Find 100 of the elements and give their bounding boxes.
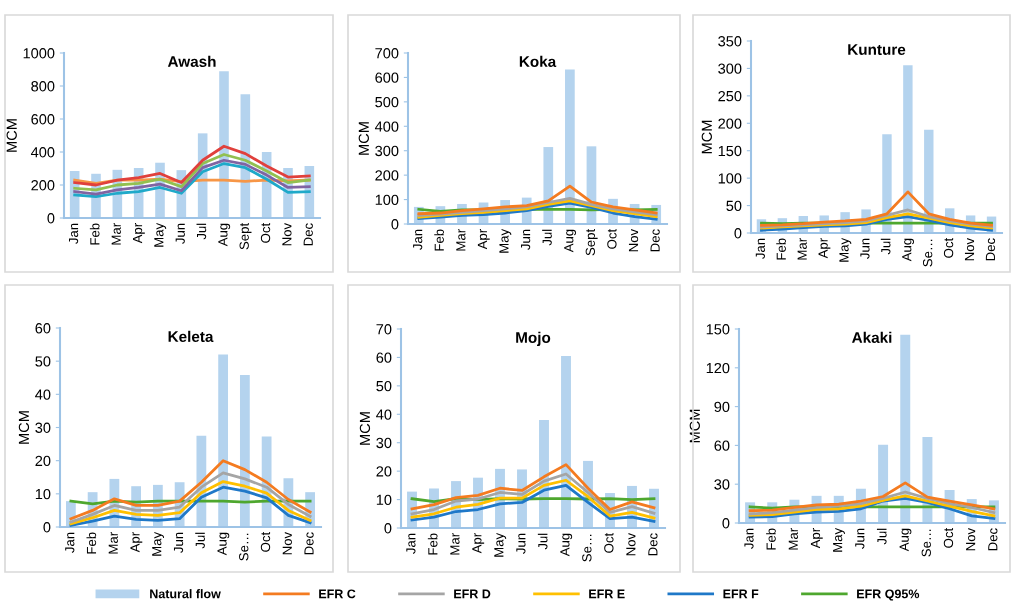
x-tick-label: Jun bbox=[521, 229, 531, 250]
x-tick-label: Aug bbox=[902, 238, 915, 262]
y-tick-label: 120 bbox=[706, 362, 730, 374]
x-tick-label: Aug bbox=[218, 223, 231, 247]
x-tick-label: Nov bbox=[966, 527, 976, 551]
x-tick-label: May bbox=[494, 532, 507, 557]
x-tick-label: Feb bbox=[776, 238, 786, 260]
y-tick-label: 250 bbox=[718, 90, 742, 102]
y-tick-label: 40 bbox=[376, 409, 392, 420]
x-tick-label: Jan bbox=[755, 238, 765, 259]
y-tick-label: 0 bbox=[734, 228, 742, 239]
x-tick-label: Oct bbox=[943, 237, 954, 258]
x-tick-label: Mar bbox=[788, 528, 798, 550]
x-tick-label: May bbox=[833, 527, 845, 552]
legend-label: EFR D bbox=[454, 589, 491, 599]
x-tick-label: Jul bbox=[542, 229, 552, 246]
y-tick-label: 60 bbox=[714, 440, 730, 451]
legend-label: EFR C bbox=[319, 589, 356, 599]
x-tick-label: Dec bbox=[988, 528, 998, 551]
y-tick-label: 600 bbox=[31, 114, 55, 125]
y-tick-label: 700 bbox=[375, 48, 399, 59]
y-tick-label: 0 bbox=[722, 518, 730, 529]
y-tick-label: 20 bbox=[35, 455, 51, 467]
y-tick-label: 20 bbox=[376, 466, 392, 477]
y-tick-label: 50 bbox=[726, 200, 742, 211]
x-tick-label: Feb bbox=[86, 532, 97, 554]
y-tick-label: 0 bbox=[391, 219, 399, 230]
x-tick-label: Dec bbox=[304, 532, 314, 555]
y-tick-label: 600 bbox=[375, 72, 399, 83]
x-tick-label: Jan bbox=[69, 223, 79, 244]
y-axis-title: MCM bbox=[689, 409, 700, 443]
x-tick-label: Se… bbox=[239, 533, 249, 561]
legend-label: EFR E bbox=[589, 589, 625, 599]
y-tick-label: 300 bbox=[718, 63, 742, 74]
x-tick-label: Dec bbox=[985, 238, 996, 261]
chart-title: Mojo bbox=[516, 331, 551, 347]
y-tick-label: 50 bbox=[35, 356, 51, 367]
y-axis-title: MCM bbox=[701, 120, 712, 154]
x-tick-label: Feb bbox=[766, 528, 776, 550]
x-tick-label: Jun bbox=[175, 223, 185, 244]
y-tick-label: 0 bbox=[384, 523, 392, 534]
x-tick-label: Jul bbox=[537, 533, 548, 550]
x-tick-label: Apr bbox=[133, 223, 145, 244]
y-tick-label: 200 bbox=[31, 180, 55, 191]
x-tick-label: Oct bbox=[260, 531, 271, 552]
x-tick-label: Se… bbox=[582, 534, 592, 562]
chart-title: Keleta bbox=[168, 330, 214, 342]
y-tick-label: 0 bbox=[43, 522, 51, 533]
x-tick-label: Jul bbox=[195, 532, 205, 549]
x-tick-label: Jun bbox=[855, 528, 865, 549]
x-tick-label: Oct bbox=[943, 527, 954, 548]
x-tick-label: Jul bbox=[876, 528, 887, 545]
x-tick-label: Nov bbox=[628, 228, 639, 252]
x-tick-label: Apr bbox=[477, 229, 490, 250]
x-tick-label: Nov bbox=[626, 532, 636, 556]
y-tick-label: 300 bbox=[375, 145, 399, 157]
x-tick-label: Aug bbox=[217, 532, 230, 556]
x-tick-label: Mar bbox=[111, 223, 121, 245]
x-tick-label: Jun bbox=[173, 532, 184, 553]
x-tick-label: May bbox=[154, 222, 167, 247]
y-tick-label: 400 bbox=[374, 121, 399, 132]
x-tick-label: Feb bbox=[434, 229, 444, 251]
x-tick-label: Jul bbox=[196, 223, 207, 240]
y-tick-label: 10 bbox=[35, 488, 51, 500]
x-tick-label: Dec bbox=[650, 229, 660, 252]
x-tick-label: Feb bbox=[427, 533, 438, 555]
y-axis-title: MCM bbox=[358, 122, 369, 155]
chart-title: Awash bbox=[167, 55, 216, 67]
y-tick-label: 150 bbox=[718, 145, 742, 157]
y-tick-label: 40 bbox=[35, 389, 51, 400]
x-tick-label: Dec bbox=[648, 533, 658, 556]
y-tick-label: 500 bbox=[375, 96, 399, 108]
y-tick-label: 400 bbox=[30, 147, 55, 158]
y-tick-label: 90 bbox=[714, 401, 730, 413]
chart-title: Koka bbox=[519, 55, 557, 67]
y-tick-label: 0 bbox=[47, 213, 55, 224]
x-tick-label: Apr bbox=[130, 532, 143, 553]
x-tick-label: Sept bbox=[585, 228, 598, 256]
x-tick-label: Mar bbox=[108, 532, 118, 554]
y-tick-label: 70 bbox=[376, 324, 392, 335]
y-tick-label: 10 bbox=[376, 494, 392, 505]
y-tick-label: 30 bbox=[35, 422, 51, 433]
x-tick-label: Oct bbox=[604, 532, 614, 553]
y-axis-title: MCM bbox=[6, 119, 17, 152]
x-tick-label: May bbox=[839, 237, 852, 262]
x-tick-label: Mar bbox=[797, 238, 807, 260]
x-tick-label: Mar bbox=[450, 533, 460, 555]
x-tick-label: Jan bbox=[744, 528, 754, 549]
x-tick-label: Apr bbox=[810, 528, 823, 549]
legend-label: Natural flow bbox=[150, 589, 221, 599]
y-axis-title: MCM bbox=[359, 412, 371, 445]
x-tick-label: Apr bbox=[472, 533, 485, 554]
x-tick-label: Jan bbox=[406, 533, 416, 554]
x-tick-label: Apr bbox=[818, 238, 831, 259]
x-tick-label: Se… bbox=[922, 239, 933, 267]
y-tick-label: 1000 bbox=[23, 48, 55, 59]
x-tick-label: Aug bbox=[560, 533, 573, 557]
x-tick-label: Jun bbox=[516, 533, 526, 554]
y-tick-label: 60 bbox=[35, 323, 51, 334]
x-tick-label: Aug bbox=[564, 229, 577, 253]
